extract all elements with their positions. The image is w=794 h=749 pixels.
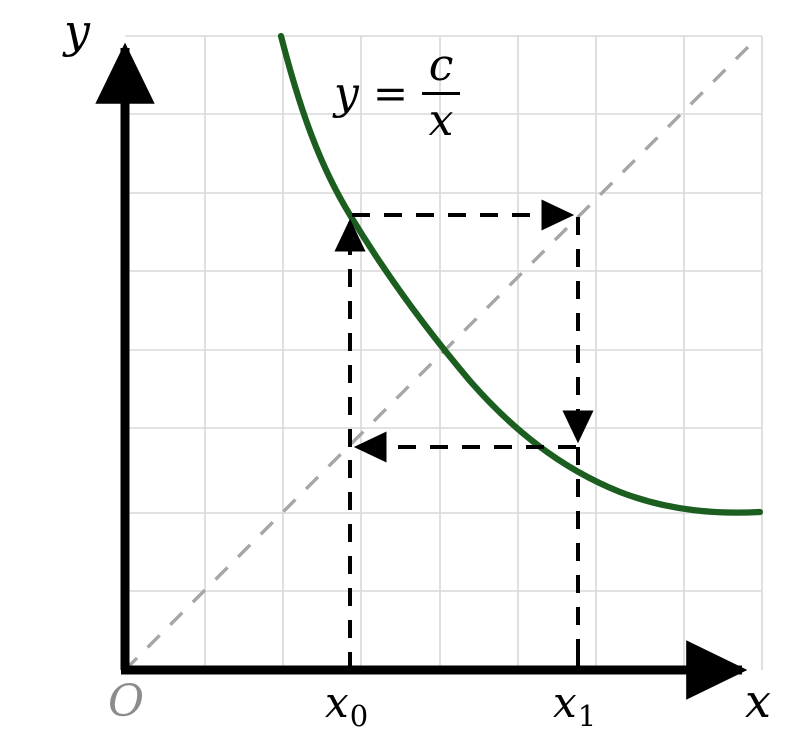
tick-label-x0: x0: [325, 682, 368, 731]
equation-lhs: y: [334, 67, 359, 119]
equation-fraction: c x: [422, 40, 461, 146]
tick-label-x1-subscript: 1: [577, 698, 597, 733]
cobweb-construction: [334, 199, 594, 670]
origin-label: O: [108, 676, 145, 727]
tick-label-x1-base: x: [553, 678, 577, 727]
fraction-bar-icon: [422, 92, 461, 95]
axes: [95, 42, 748, 700]
tick-label-x0-subscript: 0: [349, 698, 369, 733]
tick-label-x0-base: x: [325, 678, 349, 727]
equation-relation: =: [372, 68, 409, 118]
hyperbola-curve: [277, 32, 764, 516]
y-axis-label: y: [64, 4, 90, 58]
tick-label-x1: x1: [553, 682, 596, 731]
identity-line-y-equals-x: [123, 36, 759, 672]
x-axis-label: x: [745, 674, 771, 728]
axis-ticks: [348, 655, 580, 672]
equation-denominator: x: [428, 95, 454, 146]
equation-numerator: c: [428, 40, 454, 91]
equation-label: y = c x: [334, 40, 461, 146]
